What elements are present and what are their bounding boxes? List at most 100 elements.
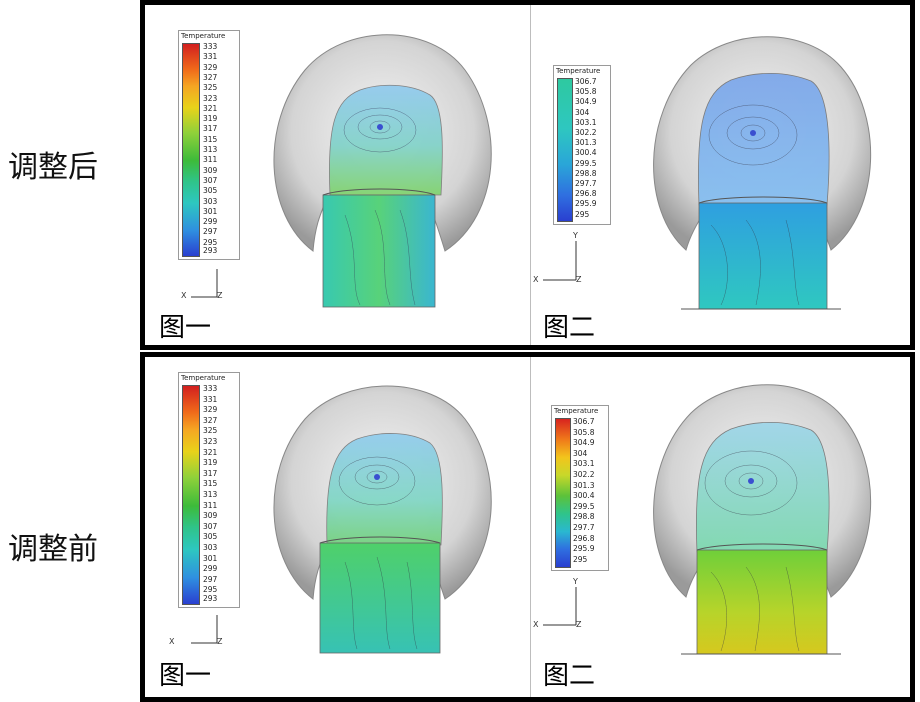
figure-label: 图一 <box>159 313 212 343</box>
legend-colorbar <box>557 78 573 222</box>
panel-fig2-after: Temperature 306.7 305.8 304.9 304 303.1 … <box>531 5 910 345</box>
figure-label: 图二 <box>543 313 596 343</box>
legend-label: 303.1 <box>575 117 597 127</box>
legend-label: 295 <box>203 237 218 247</box>
axis-label-x: X <box>169 637 175 646</box>
legend-label: 299 <box>203 564 218 574</box>
legend-label: 296.8 <box>575 189 597 199</box>
legend-labels: 306.7 305.8 304.9 304 303.1 302.2 301.3 … <box>573 418 607 566</box>
legend-label: 306.7 <box>575 77 597 86</box>
legend-title: Temperature <box>181 32 226 40</box>
legend-label: 317 <box>203 124 218 134</box>
figure-block-after: Temperature 333 331 329 327 325 323 321 … <box>140 0 915 350</box>
legend-label: 311 <box>203 500 218 510</box>
legend-label: 304.9 <box>575 97 597 107</box>
row-label-after: 调整后 <box>8 150 98 185</box>
legend-label: 299.5 <box>575 158 597 168</box>
legend-label: 297.7 <box>573 523 595 532</box>
legend-label: 305 <box>203 532 218 542</box>
axis-triad <box>543 587 577 626</box>
legend-label: 317 <box>203 468 218 478</box>
legend-label: 329 <box>203 405 218 415</box>
legend-labels: 333 331 329 327 325 323 321 319 317 315 … <box>203 43 237 255</box>
temperature-legend: Temperature 306.7 305.8 304.9 304 303.1 … <box>551 405 609 571</box>
panel-fig1-after: Temperature 333 331 329 327 325 323 321 … <box>145 5 530 345</box>
legend-label: 323 <box>203 93 218 103</box>
legend-label: 327 <box>203 415 218 425</box>
legend-label: 302.2 <box>575 128 597 137</box>
temperature-legend: Temperature 306.7 305.8 304.9 304 303.1 … <box>553 65 611 225</box>
legend-label: 323 <box>203 437 218 446</box>
axis-label-x: X <box>533 275 539 284</box>
axis-label-x: X <box>533 620 539 629</box>
legend-label: 313 <box>203 145 218 154</box>
legend-label: 307 <box>203 521 218 531</box>
legend-label: 306.7 <box>573 417 595 426</box>
axis-label-z: Z <box>576 275 582 284</box>
legend-label: 301 <box>203 553 218 563</box>
legend-label: 295 <box>203 585 218 595</box>
legend-title: Temperature <box>181 374 226 382</box>
legend-label: 293 <box>203 594 218 603</box>
legend-label: 313 <box>203 490 218 499</box>
axis-label-z: Z <box>217 291 223 300</box>
panel-fig2-before: Temperature 306.7 305.8 304.9 304 303.1 … <box>531 357 910 697</box>
legend-label: 325 <box>203 83 218 93</box>
axis-label-y: Y <box>573 231 578 240</box>
legend-label: 303.1 <box>573 459 595 469</box>
axis-triad <box>191 615 218 644</box>
legend-label: 305 <box>203 186 218 196</box>
figure-label: 图一 <box>159 661 212 691</box>
panel-divider <box>530 5 531 345</box>
legend-label: 311 <box>203 155 218 165</box>
panel-fig1-before: Temperature 333 331 329 327 325 323 321 … <box>145 357 530 697</box>
legend-label: 309 <box>203 511 218 521</box>
axis-triad <box>191 269 218 298</box>
legend-label: 300.4 <box>573 491 595 501</box>
legend-label: 305.8 <box>573 427 595 437</box>
legend-label: 333 <box>203 384 218 393</box>
axis-label-z: Z <box>576 620 582 629</box>
legend-label: 321 <box>203 447 218 457</box>
legend-label: 298.8 <box>573 512 595 522</box>
legend-colorbar <box>182 385 200 605</box>
axis-label-x: X <box>181 291 187 300</box>
legend-label: 293 <box>203 246 218 255</box>
legend-label: 307 <box>203 175 218 185</box>
legend-label: 301 <box>203 206 218 216</box>
panel-divider <box>530 357 531 697</box>
legend-label: 331 <box>203 52 218 62</box>
legend-label: 295 <box>573 554 588 564</box>
legend-label: 304 <box>575 107 590 117</box>
legend-label: 299 <box>203 217 218 227</box>
legend-label: 303 <box>203 543 218 552</box>
legend-label: 299.5 <box>573 501 595 511</box>
legend-label: 297 <box>203 574 218 584</box>
legend-label: 295.9 <box>573 544 595 554</box>
thermal-model-render <box>273 34 492 308</box>
legend-label: 295.9 <box>575 199 597 209</box>
thermal-model-render <box>653 384 872 655</box>
figure-block-before: Temperature 333 331 329 327 325 323 321 … <box>140 352 915 702</box>
thermal-model-render <box>273 385 492 654</box>
legend-label: 296.8 <box>573 533 595 543</box>
legend-label: 303 <box>203 196 218 206</box>
legend-label: 297.7 <box>575 179 597 188</box>
legend-label: 295 <box>575 209 590 219</box>
legend-label: 327 <box>203 72 218 82</box>
axis-label-z: Z <box>217 637 223 646</box>
legend-label: 331 <box>203 394 218 404</box>
figure-label: 图二 <box>543 661 596 691</box>
axis-triad <box>543 241 577 281</box>
legend-label: 333 <box>203 42 218 51</box>
legend-label: 329 <box>203 62 218 72</box>
legend-label: 315 <box>203 479 218 489</box>
legend-label: 305.8 <box>575 87 597 97</box>
legend-label: 309 <box>203 165 218 175</box>
legend-label: 304 <box>573 448 588 458</box>
legend-label: 297 <box>203 227 218 237</box>
legend-label: 301.3 <box>573 480 595 490</box>
legend-label: 319 <box>203 114 218 124</box>
legend-label: 301.3 <box>575 138 597 148</box>
temperature-legend: Temperature 333 331 329 327 325 323 321 … <box>178 30 240 260</box>
